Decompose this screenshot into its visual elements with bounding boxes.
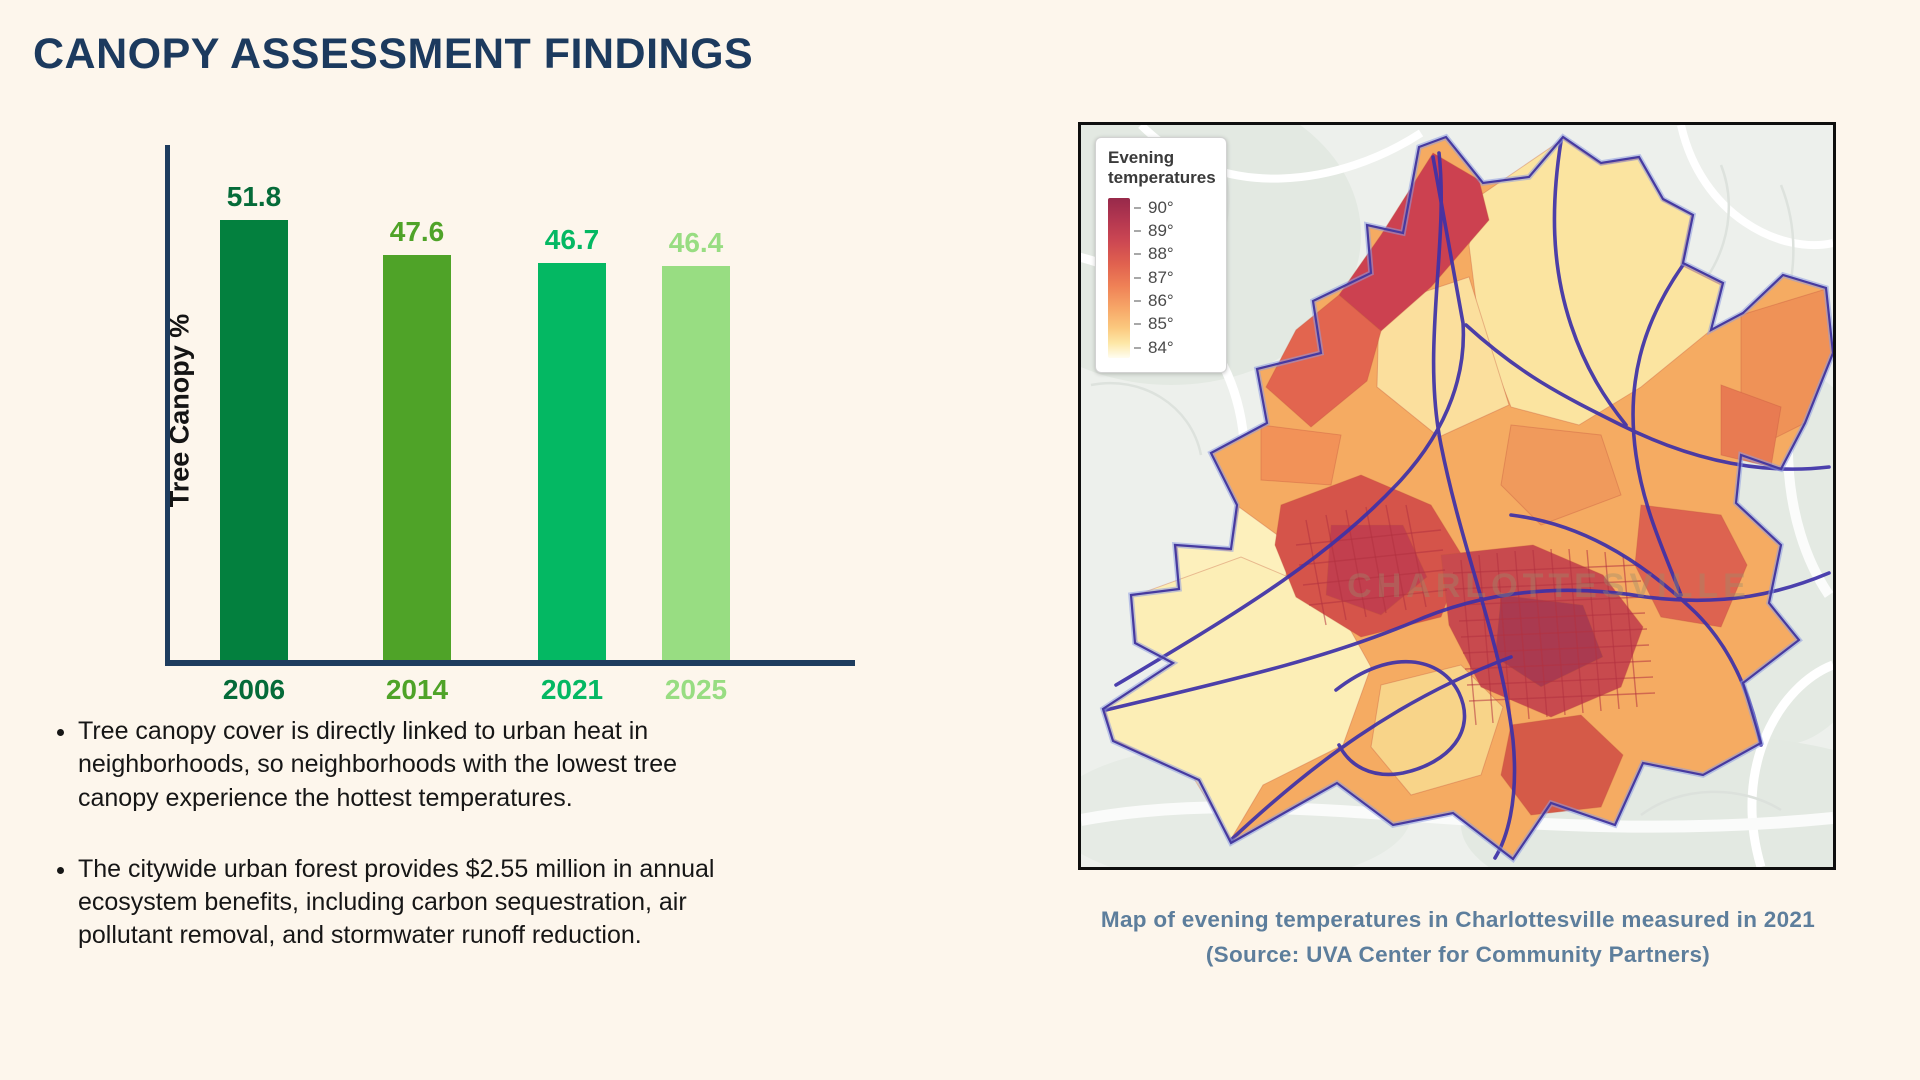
bar-group-2025: 46.4 2025 xyxy=(662,226,730,705)
chart-plot-area: 51.8 2006 47.6 2014 46.7 2021 46.4 2025 xyxy=(165,145,855,705)
bar-value-label: 51.8 xyxy=(226,180,282,212)
bar-group-2006: 51.8 2006 xyxy=(220,180,288,705)
bar-group-2014: 47.6 2014 xyxy=(383,216,451,705)
x-tick-label: 2021 xyxy=(540,674,604,705)
legend-tick-label: 90° xyxy=(1148,197,1174,217)
map-legend: Evening temperatures 90° 89° 88° 87° 86° 85° 8… xyxy=(1095,137,1227,373)
bar-2006 xyxy=(220,219,288,660)
legend-tick-label: 88° xyxy=(1148,244,1174,264)
legend-tick-dash xyxy=(1134,253,1141,256)
legend-tick-dash xyxy=(1134,323,1141,326)
legend-tick: 86° xyxy=(1134,291,1218,311)
bar-2014 xyxy=(383,255,451,660)
legend-tick-list: 90° 89° 88° 87° 86° 85° 84° xyxy=(1134,198,1218,358)
street-grid-layer xyxy=(1295,504,1656,726)
x-tick-label: 2014 xyxy=(385,674,449,705)
map-caption: Map of evening temperatures in Charlotte… xyxy=(1100,907,1816,967)
legend-tick: 88° xyxy=(1134,244,1218,264)
legend-tick: 85° xyxy=(1134,314,1218,334)
legend-tick-label: 85° xyxy=(1148,314,1174,334)
legend-tick: 90° xyxy=(1134,198,1218,218)
slide-title: CANOPY ASSESSMENT FINDINGS xyxy=(33,30,754,78)
temperature-map: CHARLOTTESVILLE Evening temperatures 90°… xyxy=(1078,122,1836,870)
legend-tick: 87° xyxy=(1134,268,1218,288)
x-tick-label: 2025 xyxy=(664,674,728,705)
bar-value-label: 47.6 xyxy=(389,216,445,248)
legend-tick-label: 89° xyxy=(1148,221,1174,241)
legend-tick-label: 87° xyxy=(1148,267,1174,287)
legend-tick-label: 86° xyxy=(1148,291,1174,311)
legend-tick-dash xyxy=(1134,276,1141,279)
legend-tick: 89° xyxy=(1134,221,1218,241)
roads-layer xyxy=(1104,139,1831,860)
city-boundary xyxy=(1099,133,1833,863)
legend-tick-dash xyxy=(1134,300,1141,303)
legend-gradient-bar xyxy=(1108,197,1130,358)
legend-tick-label: 84° xyxy=(1148,337,1174,357)
bar-2025 xyxy=(662,265,730,660)
legend-tick-dash xyxy=(1134,206,1141,209)
legend-title: Evening temperatures xyxy=(1108,148,1216,188)
legend-tick: 84° xyxy=(1134,338,1218,358)
legend-tick-dash xyxy=(1134,230,1141,233)
x-tick-label: 2006 xyxy=(222,674,286,705)
finding-bullet: Tree canopy cover is directly linked to … xyxy=(78,715,743,815)
charlottesville-map-svg: CHARLOTTESVILLE xyxy=(1081,125,1833,867)
legend-tick-dash xyxy=(1134,346,1141,349)
tree-canopy-bar-chart: Tree Canopy % 51.8 2006 47.6 2014 46.7 2021 46… xyxy=(95,140,865,725)
bar-value-label: 46.4 xyxy=(668,226,724,258)
bar-2021 xyxy=(538,263,606,660)
bar-group-2021: 46.7 2021 xyxy=(538,224,606,705)
map-watermark-text: CHARLOTTESVILLE xyxy=(1347,567,1751,605)
bar-value-label: 46.7 xyxy=(544,224,600,256)
findings-list: Tree canopy cover is directly linked to … xyxy=(48,715,743,991)
finding-bullet: The citywide urban forest provides $2.55… xyxy=(78,853,743,953)
